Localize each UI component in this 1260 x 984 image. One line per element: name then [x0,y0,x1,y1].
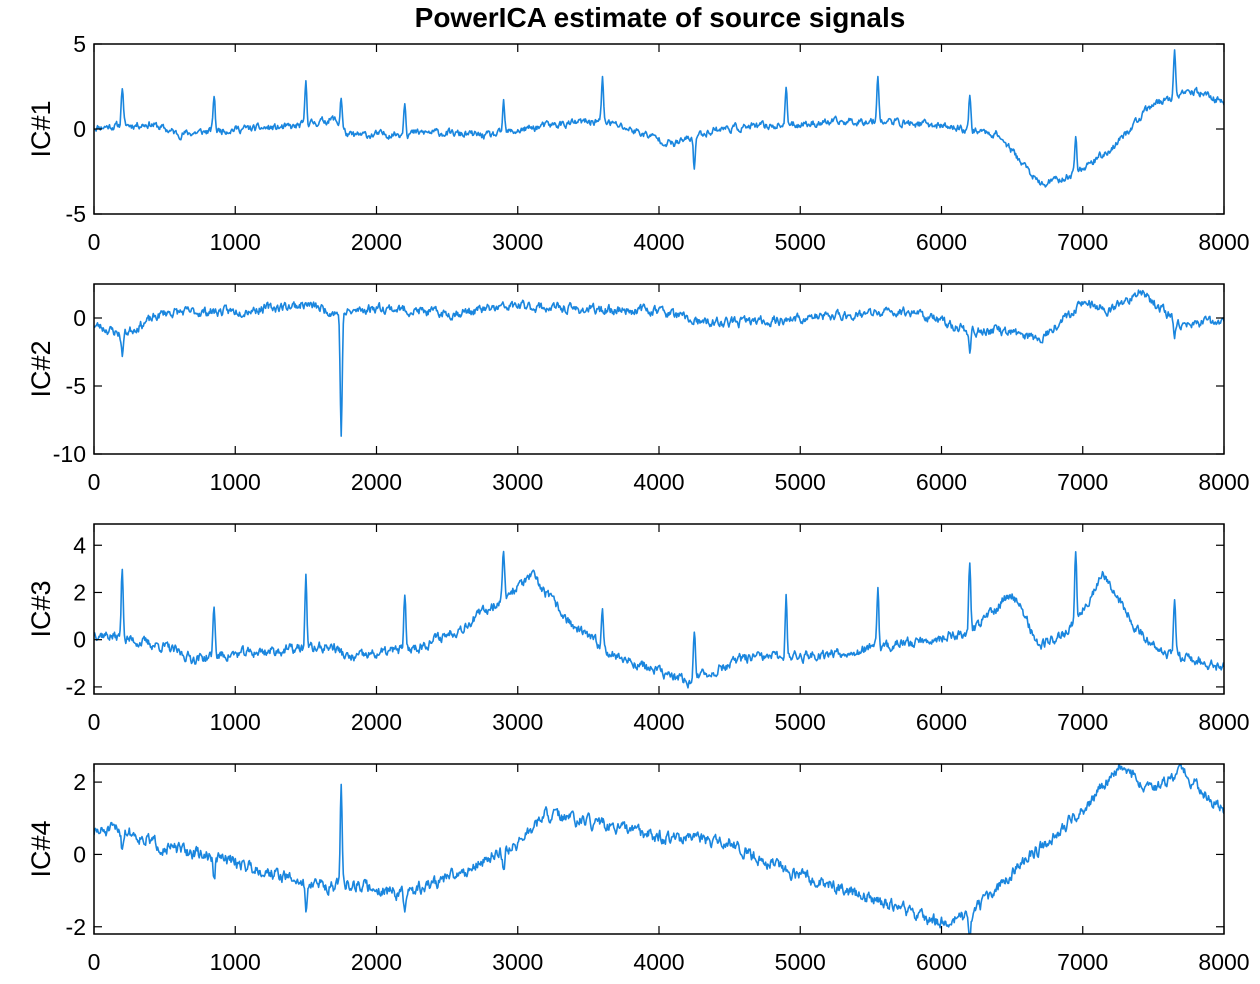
x-tick-label: 0 [88,229,101,255]
x-tick-label: 3000 [492,229,543,255]
x-tick-label: 3000 [492,469,543,495]
x-tick-label: 5000 [775,229,826,255]
subplot-ic1: 0 1000 2000 3000 4000 5000 6000 7000 8000-505IC#… [26,31,1250,255]
x-tick-label: 3000 [492,709,543,735]
y-axis-label: IC#4 [26,820,56,877]
x-tick-label: 7000 [1057,949,1108,975]
x-tick-label: 6000 [916,949,967,975]
y-tick-label: -10 [53,441,86,467]
subplot-ic4: 0 1000 2000 3000 4000 5000 6000 7000 8000-202IC#… [26,763,1250,975]
x-tick-label: 8000 [1198,469,1249,495]
x-tick-label: 6000 [916,229,967,255]
x-tick-label: 6000 [916,469,967,495]
x-tick-label: 7000 [1057,709,1108,735]
signal-line [94,289,1224,437]
x-tick-label: 0 [88,949,101,975]
x-tick-label: 7000 [1057,229,1108,255]
x-tick-label: 5000 [775,469,826,495]
x-tick-label: 8000 [1198,229,1249,255]
x-tick-label: 8000 [1198,709,1249,735]
x-tick-label: 2000 [351,949,402,975]
x-tick-label: 0 [88,709,101,735]
x-tick-label: 6000 [916,709,967,735]
x-tick-label: 2000 [351,469,402,495]
x-tick-label: 7000 [1057,469,1108,495]
chart-title: PowerICA estimate of source signals [414,2,906,33]
y-axis-label: IC#1 [26,100,56,157]
x-tick-label: 8000 [1198,949,1249,975]
x-tick-label: 4000 [633,709,684,735]
x-tick-label: 4000 [633,469,684,495]
x-tick-label: 3000 [492,949,543,975]
y-tick-label: 2 [73,769,86,795]
signal-line [94,764,1224,934]
signal-line [94,49,1224,188]
y-tick-label: 4 [73,532,86,558]
signal-line [94,550,1224,689]
y-tick-label: -5 [66,201,86,227]
y-tick-label: -5 [66,373,86,399]
x-tick-label: 1000 [210,229,261,255]
x-tick-label: 2000 [351,229,402,255]
y-tick-label: 0 [73,116,86,142]
x-tick-label: 0 [88,469,101,495]
x-tick-label: 4000 [633,229,684,255]
y-tick-label: 0 [73,305,86,331]
x-tick-label: 1000 [210,469,261,495]
x-tick-label: 2000 [351,709,402,735]
y-tick-label: -2 [66,674,86,700]
y-axis-label: IC#2 [26,340,56,397]
axes-box [93,763,1225,935]
x-tick-label: 1000 [210,709,261,735]
x-tick-label: 4000 [633,949,684,975]
subplot-ic2: 0 1000 2000 3000 4000 5000 6000 7000 8000-10-50I… [26,283,1250,495]
y-tick-label: 0 [73,841,86,867]
y-axis-label: IC#3 [26,580,56,637]
subplot-ic3: 0 1000 2000 3000 4000 5000 6000 7000 8000-2024IC… [26,523,1250,735]
y-tick-label: 2 [73,579,86,605]
y-tick-label: 5 [73,31,86,57]
x-tick-label: 5000 [775,709,826,735]
axes-box [93,523,1225,695]
x-tick-label: 1000 [210,949,261,975]
x-tick-label: 5000 [775,949,826,975]
y-tick-label: 0 [73,627,86,653]
y-tick-label: -2 [66,914,86,940]
